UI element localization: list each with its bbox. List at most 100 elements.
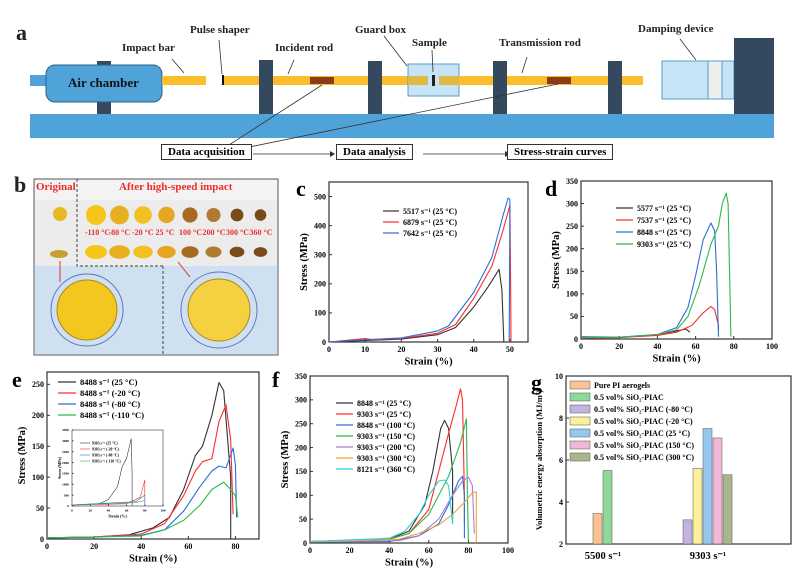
temperature-label: 360 °C bbox=[249, 228, 273, 237]
x-axis-label: Strain (%) bbox=[404, 357, 453, 368]
bar-g-0-0 bbox=[592, 513, 603, 545]
x-tick-label: 0 bbox=[327, 345, 331, 354]
bar-g-1-4 bbox=[702, 428, 713, 545]
x-tick-label: 100 bbox=[502, 546, 514, 555]
y-axis-label: Stress (MPa) bbox=[57, 456, 62, 479]
panel-label-f: f bbox=[272, 367, 280, 392]
plot-frame bbox=[580, 180, 773, 340]
x-axis-label: Strain (%) bbox=[129, 554, 178, 565]
y-tick-label: 250 bbox=[566, 222, 578, 231]
x-tick-label: 0 bbox=[308, 546, 312, 555]
legend-label: 0.5 vol% SiO₂-PIAC (150 °C) bbox=[594, 441, 694, 450]
series-line-f-3 bbox=[309, 418, 469, 543]
series-line-e-3 bbox=[46, 481, 239, 539]
legend-label: 8488 s⁻¹ (25 °C) bbox=[80, 377, 138, 387]
x-tick-label: 40 bbox=[107, 509, 111, 513]
x-axis-label: Strain (%) bbox=[385, 558, 434, 569]
impacted-sample-top bbox=[158, 206, 175, 224]
y-tick-label: 100 bbox=[295, 491, 307, 500]
legend-swatch bbox=[569, 428, 591, 438]
legend-label: 8848 s⁻¹ (25 °C) bbox=[637, 228, 691, 237]
y-tick-label: 150 bbox=[295, 467, 307, 476]
x-tick-label: 100 bbox=[766, 342, 778, 351]
y-tick-label: 300 bbox=[295, 396, 307, 405]
impacted-sample-top bbox=[182, 207, 198, 223]
x-tick-label: 40 bbox=[470, 345, 478, 354]
panel-label-b: b bbox=[14, 172, 27, 197]
base-rail bbox=[374, 114, 774, 138]
legend-label: 9303 s⁻¹ (25 °C) bbox=[92, 441, 118, 445]
air-inlet bbox=[30, 75, 50, 86]
legend-label: 0.5 vol% SiO₂-PIAC (25 °C) bbox=[594, 429, 690, 438]
base-rail bbox=[30, 114, 374, 138]
impacted-sample-top bbox=[86, 205, 106, 225]
legend-label: 9303 s⁻¹ (200 °C) bbox=[357, 443, 415, 452]
series-line-f-6 bbox=[309, 479, 454, 543]
y-tick-label: 1000 bbox=[62, 483, 69, 487]
legend-label: 7537 s⁻¹ (25 °C) bbox=[637, 216, 691, 225]
y-tick-label: 50 bbox=[299, 515, 307, 524]
panel-label-c: c bbox=[296, 176, 306, 201]
series-line-c-0 bbox=[328, 268, 505, 343]
x-tick-label: 0 bbox=[45, 542, 49, 551]
temperature-label: 25 °C bbox=[155, 228, 175, 237]
series-line-e-1 bbox=[46, 404, 234, 539]
legend-label: 9303 s⁻¹ (25 °C) bbox=[637, 240, 691, 249]
y-tick-label: 50 bbox=[570, 312, 578, 321]
plot-frame bbox=[71, 429, 164, 507]
legend-swatch bbox=[569, 404, 591, 414]
impacted-sample-top bbox=[134, 206, 152, 224]
series-line-d-1 bbox=[580, 305, 720, 339]
y-tick-label: 300 bbox=[566, 199, 578, 208]
legend-label: 9303 s⁻¹ (150 °C) bbox=[357, 432, 415, 441]
incident-rod-label: Incident rod bbox=[275, 42, 334, 54]
guard-box-label: Guard box bbox=[355, 24, 407, 36]
impacted-sample-side bbox=[85, 245, 107, 259]
legend-label: Pure PI aerogels bbox=[594, 381, 650, 390]
plot-frame bbox=[328, 181, 529, 343]
impacted-sample-top bbox=[254, 209, 267, 221]
series-line-e-inset-3 bbox=[71, 500, 145, 506]
legend-label: 9303 s⁻¹ (-20 °C) bbox=[92, 447, 120, 451]
legend-label: 7642 s⁻¹ (25 °C) bbox=[403, 229, 457, 238]
temperature-label: -110 °C bbox=[85, 228, 111, 237]
y-tick-label: 3000 bbox=[62, 439, 69, 443]
series-line-e-inset-1 bbox=[71, 479, 146, 506]
y-axis-label: Stress (MPa) bbox=[17, 426, 28, 484]
legend-label: 0.5 vol% SiO₂-PIAC bbox=[594, 393, 664, 402]
y-tick-label: 3500 bbox=[62, 428, 69, 432]
x-tick-label: 20 bbox=[397, 345, 405, 354]
y-tick-label: 150 bbox=[32, 442, 44, 451]
y-tick-label: 1500 bbox=[62, 472, 69, 476]
category-label: 9303 s⁻¹ bbox=[690, 551, 726, 562]
legend-label: 0.5 vol% SiO₂-PIAC (300 °C) bbox=[594, 453, 694, 462]
y-axis-label: Stress (MPa) bbox=[299, 233, 310, 291]
bar-g-1-6 bbox=[722, 474, 733, 545]
panel-label-g: g bbox=[531, 370, 542, 395]
y-tick-label: 4 bbox=[559, 498, 563, 507]
y-tick-label: 100 bbox=[314, 309, 326, 318]
y-tick-label: 6 bbox=[559, 456, 563, 465]
y-tick-label: 10 bbox=[555, 372, 563, 381]
series-line-c-2 bbox=[328, 197, 511, 343]
y-tick-label: 200 bbox=[32, 411, 44, 420]
impacted-sample-top bbox=[206, 208, 221, 222]
y-tick-label: 400 bbox=[314, 221, 326, 230]
impact-bar bbox=[162, 76, 206, 85]
damping-device bbox=[661, 60, 709, 100]
legend-label: 8488 s⁻¹ (-20 °C) bbox=[80, 388, 140, 398]
sample-photo bbox=[33, 178, 279, 356]
impact-bar-label: Impact bar bbox=[122, 42, 175, 54]
legend-label: 8488 s⁻¹ (-110 °C) bbox=[80, 410, 144, 420]
temperature-label: -20 °C bbox=[132, 228, 154, 237]
impacted-sample-side bbox=[181, 246, 199, 258]
x-tick-label: 30 bbox=[434, 345, 442, 354]
y-tick-label: 100 bbox=[32, 473, 44, 482]
legend-swatch bbox=[569, 452, 591, 462]
legend-label: 9303 s⁻¹ (300 °C) bbox=[357, 454, 415, 463]
x-tick-label: 10 bbox=[361, 345, 369, 354]
pulse-shaper-label: Pulse shaper bbox=[190, 24, 250, 36]
temperature-label: -80 °C bbox=[108, 228, 131, 237]
legend-label: 8488 s⁻¹ (-80 °C) bbox=[80, 399, 140, 409]
bar-g-1-3 bbox=[692, 468, 703, 545]
